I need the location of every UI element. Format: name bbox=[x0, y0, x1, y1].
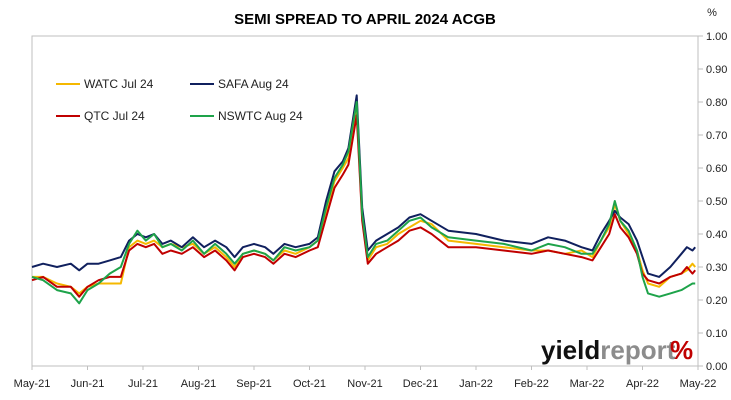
series-line-2 bbox=[31, 114, 696, 298]
brand-yield: yield bbox=[541, 335, 600, 365]
x-tick-label: Aug-21 bbox=[181, 378, 216, 390]
y-tick-label: 0.70 bbox=[706, 130, 727, 142]
x-tick-label: Jul-21 bbox=[128, 378, 158, 390]
y-unit-label: % bbox=[707, 7, 717, 19]
x-tick-label: Sep-21 bbox=[236, 378, 271, 390]
legend-label: SAFA Aug 24 bbox=[218, 77, 289, 91]
x-tick-label: Jan-22 bbox=[459, 378, 493, 390]
x-tick-label: Dec-21 bbox=[403, 378, 438, 390]
y-tick-label: 0.80 bbox=[706, 97, 727, 109]
legend-label: QTC Jul 24 bbox=[84, 109, 145, 123]
x-axis: May-21 Jun-21 Jul-21 Aug-21 Sep-21 Oct-21 Nov-… bbox=[14, 366, 717, 390]
legend-label: WATC Jul 24 bbox=[84, 77, 154, 91]
series-line-3 bbox=[31, 101, 696, 305]
y-tick-label: 0.90 bbox=[706, 64, 727, 76]
y-tick-label: 0.50 bbox=[706, 196, 727, 208]
yieldreport-logo: yieldreport % bbox=[541, 335, 693, 365]
svg-text:yieldreport: yieldreport bbox=[541, 335, 676, 365]
x-tick-label: Apr-22 bbox=[626, 378, 659, 390]
x-tick-label: May-21 bbox=[14, 378, 51, 390]
series-group bbox=[31, 94, 696, 305]
chart-title: SEMI SPREAD TO APRIL 2024 ACGB bbox=[234, 11, 496, 28]
legend: WATC Jul 24 SAFA Aug 24 QTC Jul 24 NSWTC Au… bbox=[56, 77, 303, 123]
y-tick-label: 0.30 bbox=[706, 262, 727, 274]
y-axis: 0.00 0.10 0.20 0.30 0.40 0.50 0.60 0.70 0.80 0.90… bbox=[698, 31, 727, 373]
y-tick-label: 0.00 bbox=[706, 361, 727, 373]
brand-percent: % bbox=[670, 335, 693, 365]
x-tick-label: Mar-22 bbox=[570, 378, 605, 390]
x-tick-label: Oct-21 bbox=[293, 378, 326, 390]
y-tick-label: 1.00 bbox=[706, 31, 727, 43]
y-tick-label: 0.40 bbox=[706, 229, 727, 241]
legend-label: NSWTC Aug 24 bbox=[218, 109, 303, 123]
x-tick-label: Nov-21 bbox=[347, 378, 382, 390]
y-tick-label: 0.10 bbox=[706, 328, 727, 340]
x-tick-label: Jun-21 bbox=[71, 378, 105, 390]
x-tick-label: Feb-22 bbox=[514, 378, 549, 390]
y-tick-label: 0.20 bbox=[706, 295, 727, 307]
brand-report: report bbox=[600, 335, 675, 365]
y-tick-label: 0.60 bbox=[706, 163, 727, 175]
x-tick-label: May-22 bbox=[680, 378, 717, 390]
